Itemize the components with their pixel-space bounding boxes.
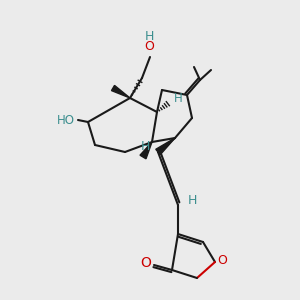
Text: H: H (174, 92, 182, 106)
Text: O: O (217, 254, 227, 268)
Polygon shape (156, 138, 175, 155)
Polygon shape (112, 85, 130, 98)
Text: H: H (144, 31, 154, 44)
Text: O: O (144, 40, 154, 53)
Text: O: O (141, 256, 152, 270)
Text: H: H (187, 194, 197, 206)
Polygon shape (140, 142, 152, 159)
Text: HO: HO (57, 113, 75, 127)
Text: H: H (140, 140, 150, 154)
